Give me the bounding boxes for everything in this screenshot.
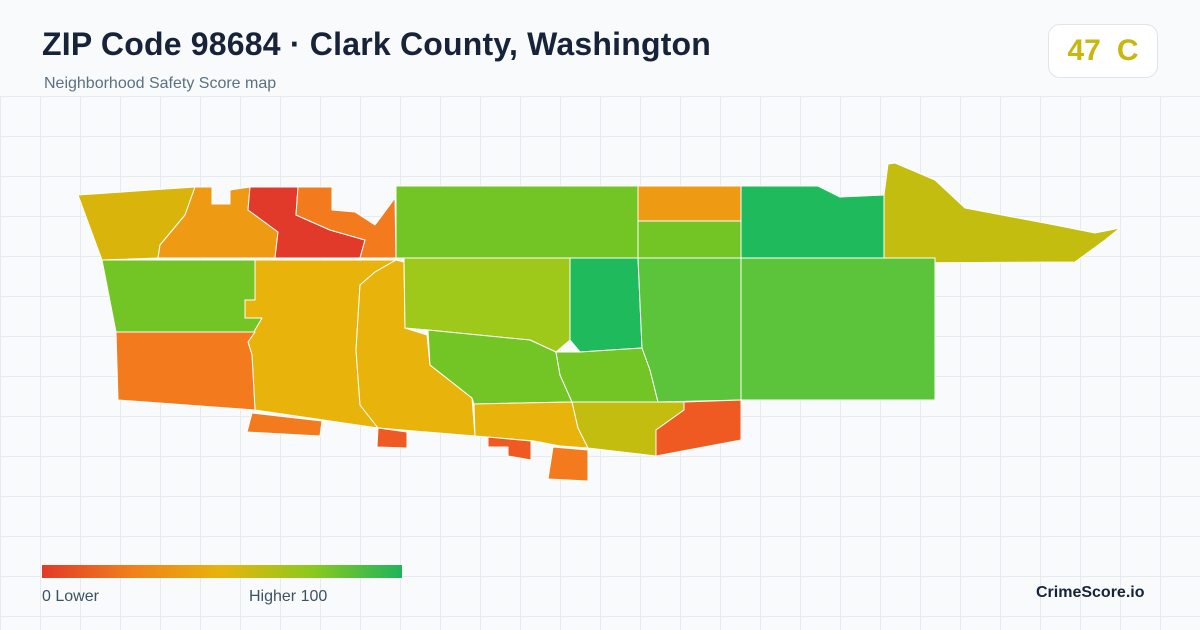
map-region[interactable]	[246, 412, 323, 437]
page-subtitle: Neighborhood Safety Score map	[44, 75, 277, 92]
safety-score-value: 47	[1067, 34, 1101, 67]
legend-color-scale	[42, 565, 402, 578]
safety-score-grade: C	[1116, 34, 1139, 67]
map-region[interactable]	[487, 436, 532, 461]
map-region[interactable]	[655, 399, 742, 457]
map-region[interactable]	[740, 185, 885, 259]
map-region[interactable]	[637, 257, 742, 403]
legend-high-label: Higher 100	[249, 588, 328, 605]
map-region[interactable]	[376, 427, 408, 449]
map-region[interactable]	[569, 257, 643, 353]
map-region[interactable]	[883, 162, 1121, 264]
map-region[interactable]	[101, 259, 263, 333]
legend-low-label: 0 Lower	[42, 588, 99, 605]
map-region[interactable]	[637, 220, 742, 259]
header-band	[0, 0, 1200, 96]
map-region[interactable]	[115, 331, 256, 411]
page-title: ZIP Code 98684 · Clark County, Washingto…	[42, 26, 712, 62]
map-region[interactable]	[547, 446, 589, 482]
map-region[interactable]	[555, 347, 659, 403]
map-region[interactable]	[740, 257, 936, 401]
map-region[interactable]	[637, 185, 742, 222]
map-region[interactable]	[395, 185, 639, 259]
brand-label: CrimeScore.io	[1036, 584, 1145, 601]
safety-score-badge: 47 C	[1048, 24, 1158, 78]
